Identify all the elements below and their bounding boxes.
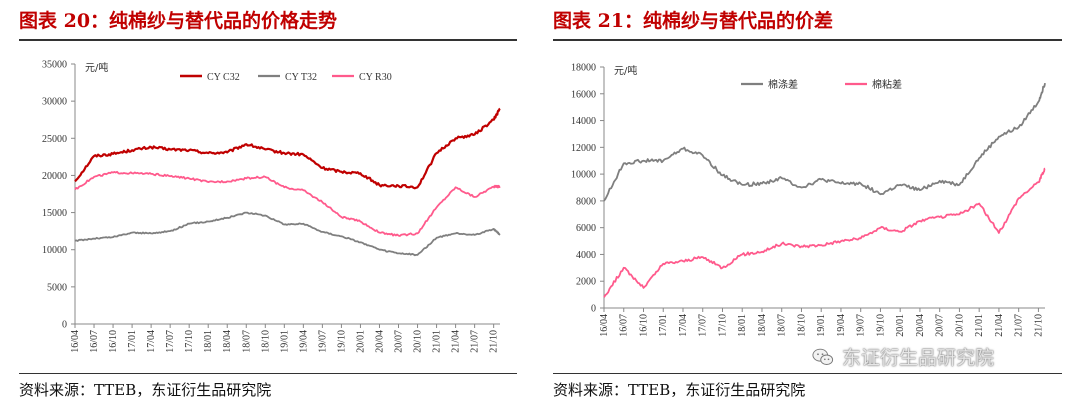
chart-title-left: 图表 20：纯棉纱与替代品的价格走势 (19, 10, 338, 32)
series-line-2 (603, 167, 1046, 298)
x-tick-label: 17/10 (717, 314, 728, 337)
x-tick-label: 17/04 (146, 330, 157, 353)
x-tick-label: 18/01 (737, 314, 748, 337)
x-tick-label: 16/10 (108, 330, 119, 353)
x-tick-label: 20/07 (394, 330, 405, 353)
unit-label: 元/吨 (614, 64, 637, 77)
x-tick-label: 20/01 (355, 330, 366, 353)
x-tick-label: 21/01 (432, 330, 443, 353)
x-tick-label: 20/04 (915, 314, 926, 337)
x-tick-label: 20/01 (895, 314, 906, 337)
x-tick-label: 20/07 (935, 314, 946, 337)
x-tick-label: 20/04 (374, 330, 385, 353)
x-tick-label: 18/10 (260, 330, 271, 353)
y-tick-label: 6000 (576, 223, 596, 234)
y-tick-label: 14000 (571, 116, 596, 127)
y-tick-label: 2000 (576, 277, 596, 288)
series-line-2 (74, 211, 501, 257)
x-tick-label: 18/01 (203, 330, 214, 353)
x-tick-label: 19/01 (816, 314, 827, 337)
x-tick-label: 16/04 (599, 314, 610, 337)
x-tick-label: 18/07 (241, 330, 252, 353)
source-rule-left (19, 373, 517, 374)
y-tick-label: 0 (591, 304, 596, 315)
y-tick-label: 18000 (571, 63, 596, 74)
x-tick-label: 17/07 (165, 330, 176, 353)
x-tick-label: 19/04 (298, 330, 309, 353)
x-tick-label: 17/10 (184, 330, 195, 353)
chart-left: 0 5000 10000 15000 20000 25000 30000 35000 16/04… (42, 60, 501, 353)
y-tick-label: 5000 (47, 282, 67, 293)
y-tick-label: 12000 (571, 143, 596, 154)
x-tick-label: 21/07 (1014, 314, 1025, 337)
y-tick-label: 0 (62, 320, 67, 331)
legend-label: 棉粘差 (872, 78, 902, 91)
legend-label: CY C32 (207, 72, 240, 83)
x-tick-label: 16/07 (89, 330, 100, 353)
x-tick-label: 16/04 (70, 330, 81, 353)
y-tick-label: 16000 (571, 89, 596, 100)
title-rule-right (553, 39, 1062, 41)
x-tick-label: 21/10 (489, 330, 500, 353)
source-rule-right (553, 373, 1062, 374)
x-tick-label: 21/04 (451, 330, 462, 353)
y-tick-label: 4000 (576, 250, 596, 261)
wechat-icon (812, 348, 834, 365)
x-tick-label: 21/01 (974, 314, 985, 337)
y-tick-label: 25000 (42, 134, 67, 145)
watermark-text: 东证衍生品研究院 (842, 347, 995, 369)
y-tick-label: 20000 (42, 171, 67, 182)
x-tick-label: 20/10 (413, 330, 424, 353)
x-tick-label: 19/07 (317, 330, 328, 353)
y-tick-label: 35000 (42, 60, 67, 71)
legend-label: CY T32 (285, 72, 317, 83)
x-tick-label: 16/07 (619, 314, 630, 337)
legend-label: CY R30 (359, 72, 392, 83)
source-note-left: 资料来源：TTEB，东证衍生品研究院 (19, 381, 272, 399)
chart-right: 0 2000 4000 6000 8000 10000 12000 14000 16000 180… (571, 63, 1046, 337)
x-tick-label: 16/10 (638, 314, 649, 337)
x-tick-label: 19/10 (336, 330, 347, 353)
y-tick-label: 10000 (42, 245, 67, 256)
x-tick-label: 19/04 (836, 314, 847, 337)
x-tick-label: 18/04 (222, 330, 233, 353)
x-tick-label: 18/07 (777, 314, 788, 337)
x-tick-label: 19/10 (875, 314, 886, 337)
x-tick-label: 17/01 (127, 330, 138, 353)
x-tick-label: 21/10 (1033, 314, 1044, 337)
series-line-3 (74, 170, 501, 237)
y-tick-label: 10000 (571, 170, 596, 181)
series-line-1 (74, 107, 501, 190)
source-note-right: 资料来源：TTEB，东证衍生品研究院 (553, 381, 806, 399)
series-line-1 (603, 82, 1046, 202)
legend-label: 棉涤差 (768, 78, 798, 91)
x-tick-label: 21/04 (994, 314, 1005, 337)
x-tick-label: 18/04 (757, 314, 768, 337)
unit-label: 元/吨 (85, 61, 108, 74)
x-tick-label: 17/04 (678, 314, 689, 337)
chart-title-right: 图表 21：纯棉纱与替代品的价差 (553, 10, 834, 32)
x-tick-label: 20/10 (954, 314, 965, 337)
y-tick-label: 8000 (576, 196, 596, 207)
x-tick-label: 21/07 (470, 330, 481, 353)
x-tick-label: 17/07 (698, 314, 709, 337)
x-tick-label: 18/10 (796, 314, 807, 337)
y-tick-label: 30000 (42, 97, 67, 108)
x-tick-label: 19/01 (279, 330, 290, 353)
x-tick-label: 17/01 (658, 314, 669, 337)
y-tick-label: 15000 (42, 208, 67, 219)
watermark: 东证衍生品研究院 (812, 343, 994, 370)
title-rule-left (19, 39, 517, 41)
x-tick-label: 19/07 (856, 314, 867, 337)
